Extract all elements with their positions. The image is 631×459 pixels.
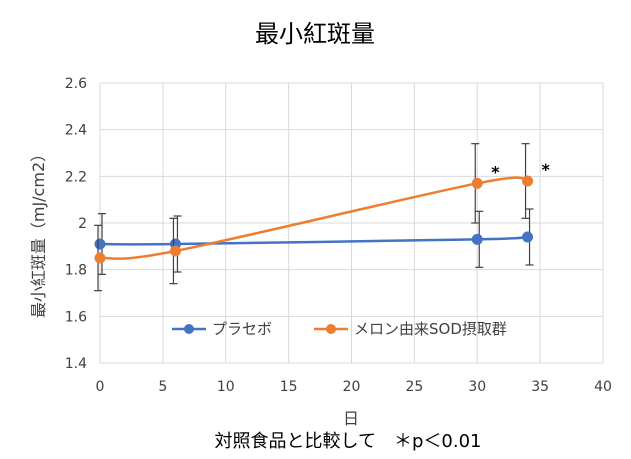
x-axis-title: 日 [343,409,359,428]
series-2 [94,143,534,292]
x-tick-label: 20 [343,379,361,395]
legend-marker [326,324,336,334]
tick-labels: 1.4 1.6 1.8 2 2.2 2.4 2.6 0 5 10 15 20 25 30 35 40 [65,76,612,395]
legend-marker [184,324,194,334]
y-tick-label: 2.2 [65,169,87,185]
footnote: 対照食品と比較して ＊p＜0.01 [215,431,482,452]
x-tick-label: 0 [96,379,105,395]
y-tick-label: 1.6 [65,309,87,325]
data-point [471,233,483,245]
chart-title: 最小紅斑量 [255,20,375,48]
y-tick-label: 2 [78,216,87,232]
x-tick-label: 40 [594,379,612,395]
series-line [99,235,528,246]
data-point [471,177,483,189]
legend-label: メロン由来SOD摂取群 [354,320,507,338]
data-point [522,231,534,243]
data-point [94,252,106,264]
data-point [94,238,106,250]
y-axis-title: 最小紅斑量（mJ/cm2） [29,146,48,318]
x-tick-label: 10 [217,379,235,395]
data-point [522,175,534,187]
grid [99,82,604,364]
significance-marker: * [542,160,551,179]
y-tick-label: 1.8 [65,263,87,279]
legend-label: プラセボ [212,320,272,338]
x-tick-label: 15 [280,379,298,395]
y-tick-label: 2.4 [65,123,87,139]
x-tick-label: 5 [158,379,167,395]
significance-marker: * [491,162,500,181]
legend-item-1: プラセボ [172,320,272,338]
y-tick-label: 2.6 [65,76,87,92]
x-tick-label: 25 [405,379,423,395]
x-tick-label: 35 [531,379,549,395]
data-point [169,245,181,257]
x-tick-label: 30 [468,379,486,395]
series-line [99,176,528,260]
series: * * [94,143,551,292]
legend-item-2: メロン由来SOD摂取群 [314,320,507,338]
y-tick-label: 1.4 [65,356,87,372]
legend: プラセボ メロン由来SOD摂取群 [172,320,507,338]
